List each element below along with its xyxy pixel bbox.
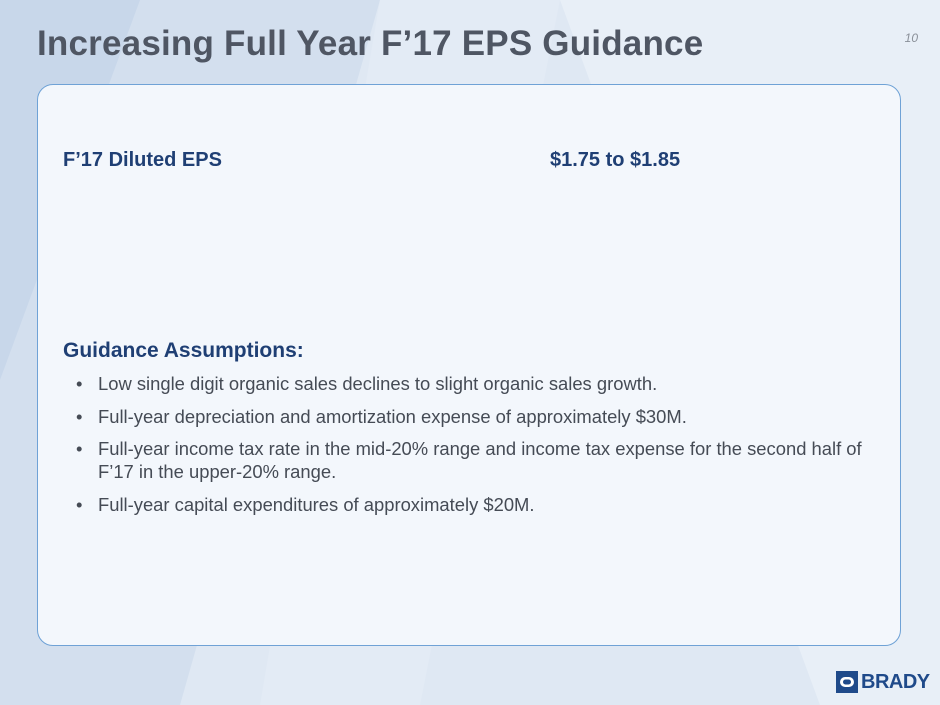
bullet-glyph: • <box>76 373 83 394</box>
list-item-text: Low single digit organic sales declines … <box>98 373 658 394</box>
list-item-text: Full-year income tax rate in the mid-20%… <box>98 438 862 482</box>
eps-value: $1.75 to $1.85 <box>550 149 681 171</box>
list-item-text: Full-year capital expenditures of approx… <box>98 493 535 515</box>
list-item: • Full-year capital expenditures of appr… <box>76 493 866 516</box>
list-item: • Full-year depreciation and amortizatio… <box>76 405 866 428</box>
bullet-glyph: • <box>76 493 83 515</box>
brady-logo: BRADY <box>836 671 930 693</box>
eps-label: F’17 Diluted EPS <box>63 149 222 171</box>
list-item: • Low single digit organic sales decline… <box>76 372 866 395</box>
bullet-glyph: • <box>76 438 83 459</box>
assumptions-heading: Guidance Assumptions: <box>63 339 304 362</box>
assumptions-list: • Low single digit organic sales decline… <box>76 372 866 525</box>
page-number: 10 <box>904 31 918 45</box>
slide-title: Increasing Full Year F’17 EPS Guidance <box>37 24 704 63</box>
bullet-glyph: • <box>76 405 83 427</box>
list-item-text: Full-year depreciation and amortization … <box>98 405 687 427</box>
brady-logo-icon <box>836 671 858 693</box>
logo-wordmark: BRADY <box>861 671 930 693</box>
content-panel <box>37 84 901 646</box>
list-item: • Full-year income tax rate in the mid-2… <box>76 437 866 483</box>
